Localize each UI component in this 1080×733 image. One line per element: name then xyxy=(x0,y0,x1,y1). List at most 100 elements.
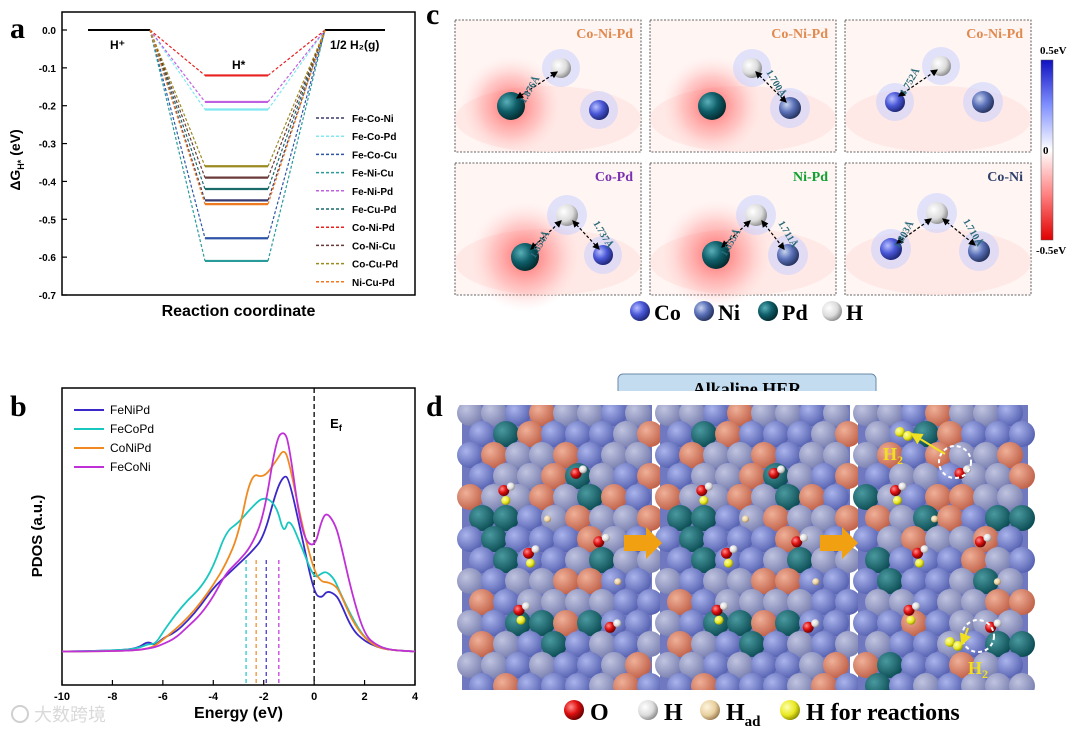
surface-atom xyxy=(601,442,627,468)
legend-label-b: FeNiPd xyxy=(110,403,150,417)
surface-atom xyxy=(667,421,693,447)
series-connector-left xyxy=(149,29,206,76)
surface-atom xyxy=(493,421,519,447)
surface-atom xyxy=(901,652,927,678)
oxygen-atom xyxy=(711,604,723,616)
legend-h-d-swatch xyxy=(638,700,658,720)
panel-b: b -10 -8 -6 -4 -2 0 2 4 Energy (eV) PDOS (a.u.) Ef… xyxy=(10,387,419,722)
surface-atom xyxy=(541,505,567,531)
ytick-label-a: -0.1 xyxy=(39,64,57,75)
surface-atom xyxy=(937,505,963,531)
surface-atom xyxy=(469,547,495,573)
step-arrow-2 xyxy=(820,527,858,559)
surface-atom xyxy=(823,652,849,678)
surface-atom xyxy=(949,526,975,552)
surface-atom xyxy=(877,400,903,426)
surface-atom xyxy=(985,505,1011,531)
surface-atom xyxy=(703,484,729,510)
oxygen-atom xyxy=(802,621,814,633)
legend-hreact-swatch xyxy=(780,700,800,720)
legend-label-a: Fe-Co-Ni xyxy=(352,114,394,125)
oxygen-atom xyxy=(903,604,915,616)
surface-atom xyxy=(787,547,813,573)
hydrogen-atom xyxy=(898,482,907,491)
surface-atom xyxy=(727,610,753,636)
hydrogen-atom xyxy=(912,602,920,611)
pdos-curve xyxy=(61,432,416,653)
slab-snapshot xyxy=(844,391,1042,706)
series-connector-right xyxy=(267,29,326,103)
surface-atom xyxy=(775,610,801,636)
surface-atom xyxy=(553,400,579,426)
surface-atom xyxy=(505,526,531,552)
series-connector-right xyxy=(267,29,326,178)
h2-release-arrow xyxy=(910,432,946,455)
surface-atom xyxy=(553,568,579,594)
surface-atom xyxy=(655,610,681,636)
ytick-label-a: -0.3 xyxy=(39,140,57,151)
surface-atom xyxy=(715,463,741,489)
surface-atom xyxy=(961,505,987,531)
surface-atom xyxy=(751,610,777,636)
hydrogen-atom xyxy=(993,619,1002,628)
series-connector-left xyxy=(149,29,206,178)
ytick-label-a: -0.2 xyxy=(39,102,57,113)
surface-atom xyxy=(691,421,717,447)
xlabel-b: Energy (eV) xyxy=(194,705,283,722)
surface-atom xyxy=(553,442,579,468)
surface-atom xyxy=(481,442,507,468)
colorbar-mid: 0 xyxy=(1043,145,1049,157)
hydrogen-atom xyxy=(579,465,587,474)
surface-atom xyxy=(901,568,927,594)
surface-atom xyxy=(565,631,591,657)
surface-atom xyxy=(481,400,507,426)
surface-atom xyxy=(637,631,663,657)
slab-snapshots: H2 H2 xyxy=(448,391,1042,706)
surface-atom xyxy=(481,652,507,678)
surface-atom xyxy=(565,505,591,531)
surface-atom xyxy=(925,652,951,678)
cell-title: Co-Ni-Pd xyxy=(576,27,633,42)
surface-atom xyxy=(973,442,999,468)
xtick-label-b: 4 xyxy=(412,691,419,703)
slab-edge-mask xyxy=(844,690,1042,706)
surface-atom xyxy=(1009,421,1035,447)
surface-atom xyxy=(811,631,837,657)
surface-atom xyxy=(997,442,1023,468)
surface-atom xyxy=(655,484,681,510)
surface-atom xyxy=(739,589,765,615)
panel-label-a: a xyxy=(10,12,25,45)
legend-had-swatch xyxy=(700,700,720,720)
surface-atom xyxy=(601,400,627,426)
surface-atom xyxy=(949,442,975,468)
surface-atom xyxy=(889,547,915,573)
surface-atom xyxy=(853,652,879,678)
surface-atom xyxy=(481,610,507,636)
charge-density-grid: 1.876ÅCo-Ni-Pd1.700ÅCo-Ni-Pd1.752ÅCo-Ni-… xyxy=(454,19,1032,312)
surface-atom xyxy=(601,526,627,552)
legend-label-a: Fe-Ni-Pd xyxy=(352,187,393,198)
oxygen-atom xyxy=(498,485,510,496)
surface-atom xyxy=(877,526,903,552)
surface-atom xyxy=(997,652,1023,678)
surface-atom xyxy=(787,631,813,657)
legend-o-label: O xyxy=(590,700,609,726)
panel-c: c 1.876ÅCo-Ni-Pd1.700ÅCo-Ni-Pd1.752ÅCo-N… xyxy=(426,0,1067,325)
surface-atom xyxy=(865,589,891,615)
surface-atom xyxy=(877,442,903,468)
surface-atom xyxy=(775,400,801,426)
surface-atom xyxy=(877,652,903,678)
legend-ni-label: Ni xyxy=(718,300,740,325)
surface-atom xyxy=(937,589,963,615)
surface-atom xyxy=(517,463,543,489)
surface-atom xyxy=(505,400,531,426)
surface-atom xyxy=(739,421,765,447)
surface-atom xyxy=(715,505,741,531)
surface-atom xyxy=(823,568,849,594)
surface-atom xyxy=(517,631,543,657)
surface-atom xyxy=(655,568,681,594)
cell-title: Co-Ni xyxy=(987,170,1023,185)
surface-atom xyxy=(613,589,639,615)
